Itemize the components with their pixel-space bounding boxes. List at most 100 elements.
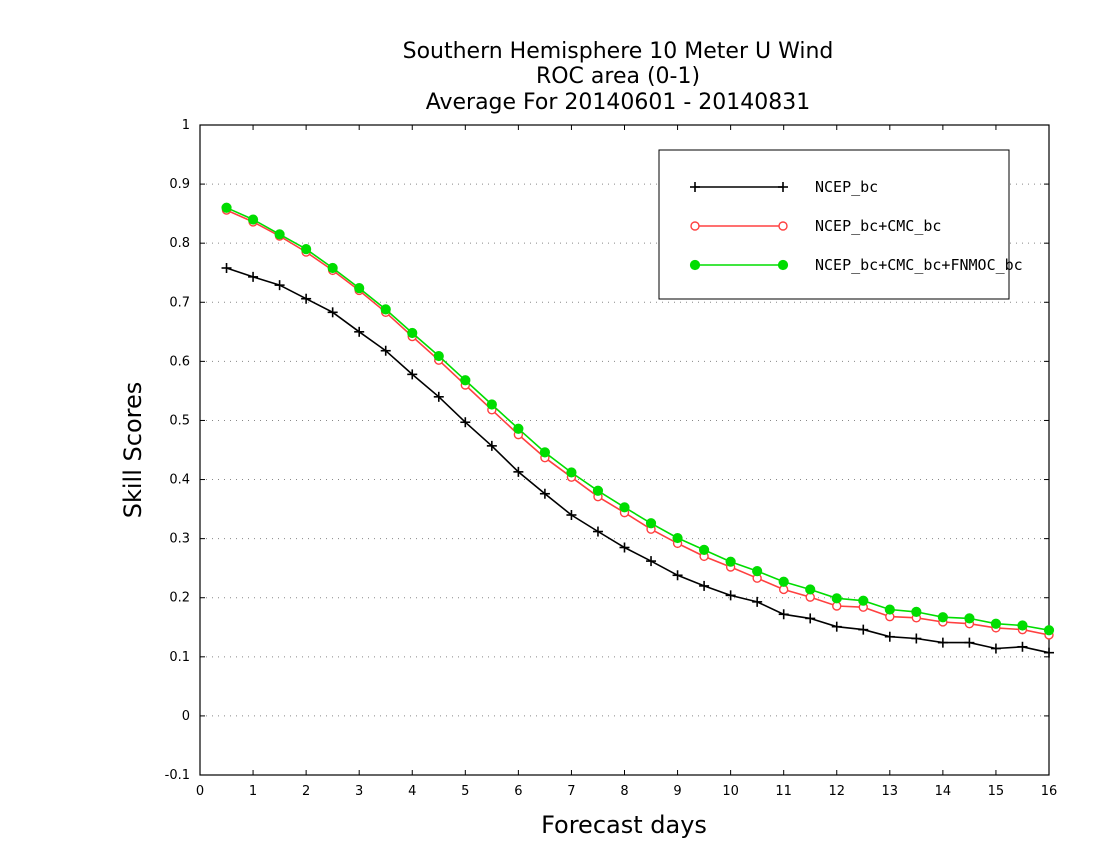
legend-label: NCEP_bc+CMC_bc bbox=[815, 217, 941, 235]
legend-label: NCEP_bc+CMC_bc+FNMOC_bc bbox=[815, 256, 1023, 274]
data-point bbox=[433, 391, 444, 402]
data-point bbox=[672, 532, 683, 544]
x-tick-label: 5 bbox=[461, 784, 469, 799]
data-point bbox=[858, 595, 869, 606]
title-line-2: ROC area (0-1) bbox=[536, 64, 700, 89]
data-point bbox=[937, 637, 948, 648]
legend: NCEP_bc NCEP_bc+CMC_bc NCEP_bc+CMC_bc+FNMO… bbox=[658, 149, 1023, 300]
title-line-1: Southern Hemisphere 10 Meter U Wind bbox=[403, 39, 834, 64]
x-tick-label: 2 bbox=[302, 784, 310, 799]
x-tick-label: 1 bbox=[249, 784, 257, 799]
y-tick-label: 0.2 bbox=[169, 591, 190, 606]
data-point bbox=[777, 259, 789, 271]
data-point bbox=[884, 631, 895, 642]
data-point bbox=[698, 544, 710, 555]
data-point bbox=[964, 613, 975, 624]
y-tick-label: 1 bbox=[182, 118, 190, 133]
data-point bbox=[327, 307, 338, 318]
data-point bbox=[672, 570, 683, 581]
data-point bbox=[805, 613, 816, 624]
data-point bbox=[407, 327, 418, 339]
data-point bbox=[937, 612, 948, 623]
data-point bbox=[301, 293, 312, 304]
series-line bbox=[226, 267, 1050, 654]
data-point bbox=[566, 467, 577, 478]
data-point bbox=[539, 447, 551, 458]
data-point bbox=[831, 621, 842, 632]
data-point bbox=[725, 590, 736, 601]
data-point bbox=[380, 304, 391, 315]
data-point bbox=[301, 243, 312, 255]
x-tick-label: 4 bbox=[408, 784, 416, 799]
x-tick-label: 12 bbox=[828, 784, 845, 799]
data-point bbox=[354, 282, 365, 294]
data-point bbox=[486, 399, 497, 410]
data-point bbox=[221, 263, 232, 273]
data-point bbox=[1017, 641, 1028, 652]
data-point bbox=[460, 417, 471, 428]
data-point bbox=[592, 485, 604, 496]
data-point bbox=[513, 423, 524, 434]
y-tick-label: 0 bbox=[182, 709, 190, 724]
data-point bbox=[248, 271, 259, 282]
x-tick-label: 15 bbox=[988, 784, 1005, 799]
data-point bbox=[380, 345, 391, 356]
x-tick-label: 7 bbox=[567, 784, 575, 799]
series-1 bbox=[221, 263, 1054, 658]
data-point bbox=[725, 556, 736, 567]
data-point bbox=[858, 624, 869, 635]
y-tick-label: 0.6 bbox=[169, 354, 190, 369]
data-point bbox=[619, 502, 630, 513]
y-tick-label: 0.3 bbox=[169, 532, 190, 547]
data-point bbox=[592, 526, 603, 537]
data-point bbox=[990, 618, 1002, 629]
x-tick-label: 8 bbox=[620, 784, 628, 799]
y-tick-label: 0.4 bbox=[169, 473, 190, 488]
x-tick-label: 14 bbox=[935, 784, 952, 799]
x-tick-label: 16 bbox=[1041, 784, 1058, 799]
data-point bbox=[460, 375, 471, 386]
x-tick-label: 9 bbox=[673, 784, 681, 799]
data-point bbox=[566, 510, 577, 520]
x-tick-label: 13 bbox=[882, 784, 899, 799]
data-point bbox=[619, 542, 630, 553]
legend-item: NCEP_bc+CMC_bc bbox=[690, 217, 941, 235]
data-point bbox=[805, 584, 816, 595]
x-tick-label: 10 bbox=[722, 784, 739, 799]
data-point bbox=[513, 466, 524, 477]
data-point bbox=[645, 518, 657, 529]
data-point bbox=[752, 566, 763, 577]
data-point bbox=[778, 576, 789, 587]
data-point bbox=[221, 202, 232, 213]
x-tick-label: 11 bbox=[775, 784, 792, 799]
legend-item: NCEP_bc bbox=[690, 178, 878, 196]
data-point bbox=[990, 643, 1001, 654]
data-point bbox=[690, 182, 700, 192]
plot-frame bbox=[199, 124, 1050, 776]
data-point bbox=[884, 604, 895, 615]
y-tick-label: 0.7 bbox=[169, 295, 190, 310]
data-point bbox=[646, 556, 657, 567]
data-point bbox=[539, 488, 550, 499]
data-point bbox=[778, 221, 788, 231]
axis-ticks: -0.100.10.20.30.40.50.60.70.80.910 1 2 3 4 5 6… bbox=[165, 118, 1058, 799]
data-point bbox=[911, 633, 922, 644]
data-point bbox=[699, 580, 710, 591]
data-point bbox=[247, 214, 259, 225]
legend-box bbox=[658, 149, 1010, 300]
y-tick-label: 0.9 bbox=[169, 177, 190, 192]
y-tick-label: 0.5 bbox=[169, 413, 190, 428]
y-tick-label: 0.8 bbox=[169, 236, 190, 251]
chart-title: Southern Hemisphere 10 Meter U Wind ROC … bbox=[403, 39, 834, 115]
data-point bbox=[1017, 620, 1028, 631]
data-point bbox=[433, 350, 444, 362]
data-point bbox=[752, 596, 763, 607]
x-tick-label: 0 bbox=[196, 784, 204, 799]
series-layer bbox=[221, 202, 1055, 658]
y-tick-label: 0.1 bbox=[169, 650, 190, 665]
title-line-3: Average For 20140601 - 20140831 bbox=[426, 90, 811, 115]
data-point bbox=[964, 637, 975, 648]
y-tick-label: -0.1 bbox=[165, 768, 190, 783]
series-3 bbox=[221, 202, 1055, 636]
